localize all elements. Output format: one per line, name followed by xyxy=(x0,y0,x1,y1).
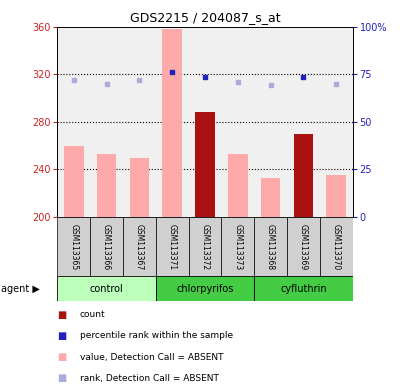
Bar xyxy=(221,217,254,276)
Bar xyxy=(286,217,319,276)
Text: chlorpyrifos: chlorpyrifos xyxy=(176,284,233,294)
Text: GSM113367: GSM113367 xyxy=(135,223,144,270)
Bar xyxy=(260,178,280,217)
Text: control: control xyxy=(90,284,123,294)
Bar xyxy=(97,154,116,217)
Bar xyxy=(319,217,352,276)
Bar xyxy=(227,154,247,217)
Text: GSM113370: GSM113370 xyxy=(331,223,340,270)
Bar xyxy=(155,276,254,301)
Text: ■: ■ xyxy=(57,352,67,362)
Text: percentile rank within the sample: percentile rank within the sample xyxy=(80,331,232,341)
Text: cyfluthrin: cyfluthrin xyxy=(279,284,326,294)
Bar xyxy=(129,157,149,217)
Bar xyxy=(188,217,221,276)
Text: value, Detection Call = ABSENT: value, Detection Call = ABSENT xyxy=(80,353,223,362)
Text: GSM113371: GSM113371 xyxy=(167,223,176,270)
Text: ■: ■ xyxy=(57,310,67,320)
Text: GSM113366: GSM113366 xyxy=(102,223,111,270)
Text: GSM113373: GSM113373 xyxy=(233,223,242,270)
Bar xyxy=(254,276,352,301)
Bar xyxy=(123,217,155,276)
Title: GDS2215 / 204087_s_at: GDS2215 / 204087_s_at xyxy=(129,11,280,24)
Text: rank, Detection Call = ABSENT: rank, Detection Call = ABSENT xyxy=(80,374,218,383)
Bar xyxy=(57,217,90,276)
Text: GSM113372: GSM113372 xyxy=(200,223,209,270)
Text: GSM113369: GSM113369 xyxy=(298,223,307,270)
Bar xyxy=(293,134,312,217)
Bar xyxy=(162,29,182,217)
Bar xyxy=(195,113,214,217)
Bar xyxy=(326,175,345,217)
Bar xyxy=(57,276,155,301)
Bar xyxy=(64,146,83,217)
Text: count: count xyxy=(80,310,106,319)
Text: ■: ■ xyxy=(57,373,67,383)
Text: GSM113365: GSM113365 xyxy=(69,223,78,270)
Bar xyxy=(90,217,123,276)
Text: ■: ■ xyxy=(57,331,67,341)
Text: GSM113368: GSM113368 xyxy=(265,223,274,270)
Bar xyxy=(254,217,286,276)
Bar xyxy=(155,217,188,276)
Text: agent ▶: agent ▶ xyxy=(1,284,40,294)
